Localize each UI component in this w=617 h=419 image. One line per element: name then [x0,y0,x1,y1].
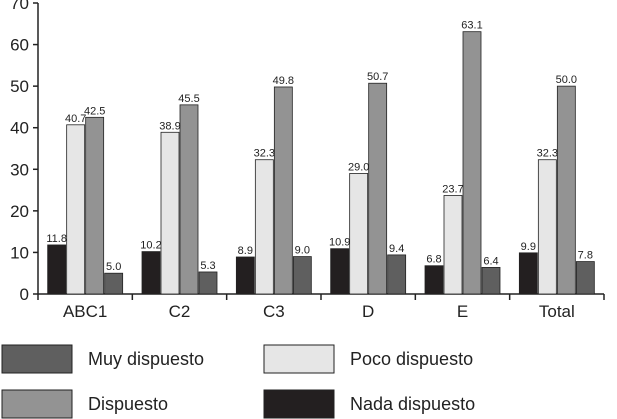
bar [330,248,350,295]
bar [85,116,105,295]
legend-item: Muy dispuesto [1,344,204,374]
data-label: 5.3 [200,260,215,272]
bar [160,131,180,295]
data-label: 9.0 [295,245,310,257]
bar [387,254,407,295]
data-label: 38.9 [159,120,180,132]
bar [518,252,538,295]
y-tick-label: 0 [20,285,29,304]
data-label: 29.0 [348,161,369,173]
data-label: 10.2 [140,240,161,252]
y-axis: 0 10 20 30 40 50 60 70 [10,0,39,304]
bar [481,266,501,295]
bar [47,244,67,295]
bar [179,104,199,295]
y-tick-label: 60 [10,36,29,55]
legend-swatch [1,344,73,374]
data-label: 42.5 [84,105,105,117]
data-label: 6.8 [426,254,441,266]
bar [104,272,124,295]
legend-label: Muy dispuesto [88,349,204,369]
data-label: 50.7 [367,71,388,83]
bar [424,265,444,295]
data-label: 49.8 [273,75,294,87]
bar [537,159,557,295]
data-label: 63.1 [461,20,482,32]
x-tick-label: ABC1 [63,302,107,321]
y-tick-label: 30 [10,160,29,179]
bars [47,31,595,295]
y-tick-label: 40 [10,119,29,138]
legend-label: Nada dispuesto [350,394,475,414]
x-tick-label: Total [539,302,575,321]
bar [292,256,312,295]
legend-item: Nada dispuesto [263,389,475,419]
data-label: 50.0 [556,74,577,86]
legend-swatch [263,389,335,419]
data-label: 7.8 [578,250,593,262]
x-tick-label: C2 [169,302,191,321]
x-tick-label: D [362,302,374,321]
bar [141,251,161,295]
bar [349,173,369,295]
data-label: 32.3 [537,148,558,160]
x-axis: ABC1 C2 C3 D E Total [37,293,605,321]
bar [273,86,293,295]
data-label: 11.8 [46,233,67,245]
data-label: 5.0 [106,261,121,273]
legend-item: Poco dispuesto [263,344,473,374]
y-tick-label: 20 [10,202,29,221]
bar [66,124,86,295]
data-labels: 11.8 40.742.5 5.0 10.2 38.9 45.5 5.3 8.9 32.3 49.… [46,20,593,274]
data-label: 23.7 [442,183,463,195]
y-tick-label: 10 [10,243,29,262]
data-label: 8.9 [238,245,253,257]
legend-label: Dispuesto [88,394,168,414]
bar [462,31,482,295]
data-label: 9.4 [389,243,404,255]
legend-label: Poco dispuesto [350,349,473,369]
data-label: 9.9 [521,241,536,253]
data-label: 10.9 [329,237,350,249]
bar [368,82,388,295]
data-label: 40.7 [65,113,86,125]
legend-swatch [263,344,335,374]
data-label: 45.5 [178,93,199,105]
bar [443,195,463,295]
x-tick-label: C3 [263,302,285,321]
bar [254,159,274,295]
bar [235,256,255,295]
bar [575,261,595,295]
data-label: 32.3 [254,148,275,160]
data-label: 6.4 [483,255,498,267]
bar [198,271,218,295]
y-tick-label: 50 [10,77,29,96]
y-tick-label: 70 [10,0,29,13]
bar [556,85,576,295]
legend-item: Dispuesto [1,389,168,419]
legend: Muy dispuesto Poco dispuesto Dispuesto Nada… [1,344,475,419]
legend-swatch [1,389,73,419]
x-tick-label: E [457,302,468,321]
